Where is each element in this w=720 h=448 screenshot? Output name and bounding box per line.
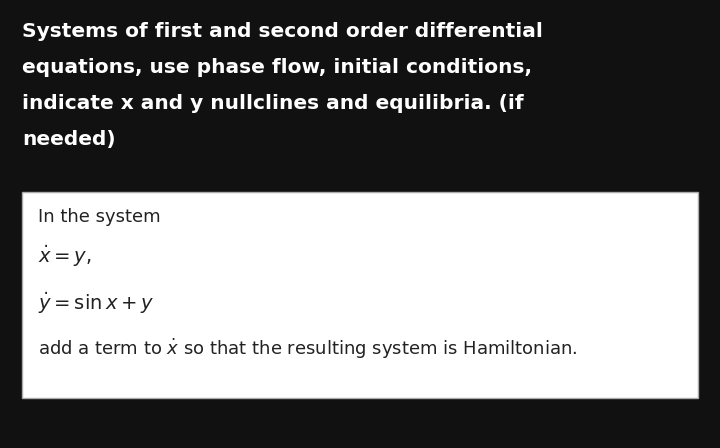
- FancyBboxPatch shape: [22, 192, 698, 398]
- Text: Systems of first and second order differential: Systems of first and second order differ…: [22, 22, 543, 41]
- Text: needed): needed): [22, 130, 116, 149]
- Text: indicate x and y nullclines and equilibria. (if: indicate x and y nullclines and equilibr…: [22, 94, 523, 113]
- Text: $\dot{y}=\mathrm{sin}\,x+y$: $\dot{y}=\mathrm{sin}\,x+y$: [38, 290, 154, 315]
- Text: equations, use phase flow, initial conditions,: equations, use phase flow, initial condi…: [22, 58, 532, 77]
- Text: $\dot{x}=y,$: $\dot{x}=y,$: [38, 243, 91, 269]
- Text: In the system: In the system: [38, 208, 161, 226]
- Text: add a term to $\dot{\underset{}{x}}$ so that the resulting system is Hamiltonian: add a term to $\dot{\underset{}{x}}$ so …: [38, 337, 577, 361]
